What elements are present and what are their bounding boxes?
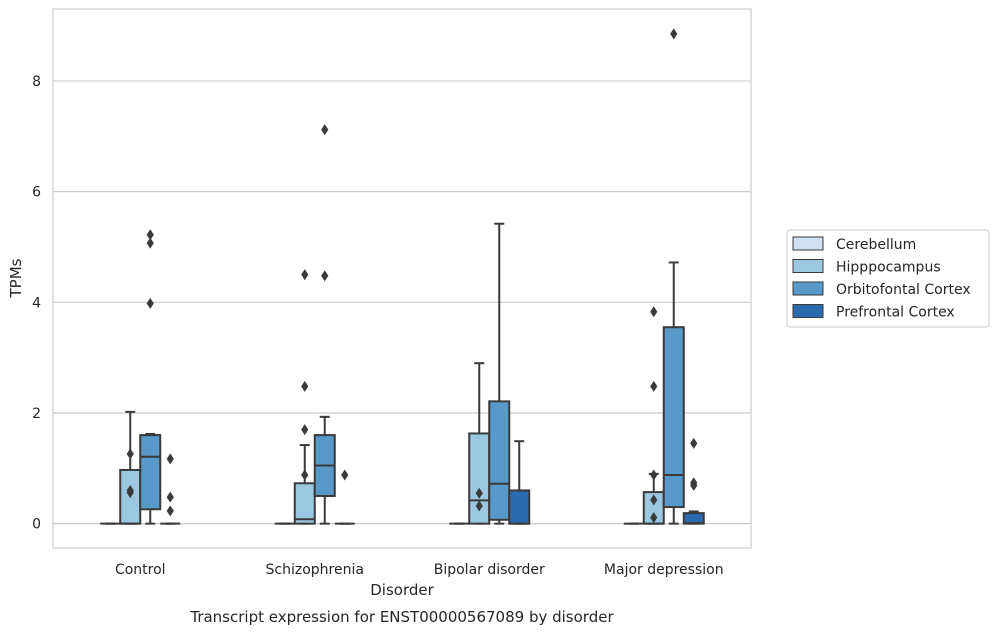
outlier-point bbox=[146, 229, 154, 241]
legend-label: Prefrontal Cortex bbox=[836, 305, 955, 321]
outlier-point bbox=[475, 487, 483, 499]
box-group bbox=[139, 229, 162, 525]
legend-swatch bbox=[792, 304, 824, 318]
outlier-point bbox=[166, 505, 174, 517]
outlier-point bbox=[341, 469, 349, 481]
outlier-point bbox=[650, 494, 658, 506]
box-group bbox=[119, 410, 142, 525]
box-group bbox=[662, 28, 685, 525]
legend-swatch bbox=[792, 281, 824, 296]
box-group bbox=[642, 306, 665, 525]
box-group bbox=[468, 362, 491, 525]
outlier-point bbox=[166, 453, 174, 465]
plot-frame bbox=[52, 8, 752, 549]
legend-frame bbox=[786, 229, 990, 328]
y-tick-label: 2 bbox=[32, 406, 41, 422]
y-axis-label: TPMs bbox=[7, 258, 25, 298]
box-iqr bbox=[139, 434, 162, 511]
box-group bbox=[488, 222, 511, 525]
y-tick-label: 6 bbox=[32, 185, 41, 201]
box-iqr bbox=[662, 326, 685, 509]
x-tick-label: Major depression bbox=[604, 562, 724, 578]
outlier-point bbox=[126, 448, 134, 460]
legend-item: Hipppocampus bbox=[792, 259, 941, 276]
legend-swatch bbox=[792, 236, 824, 251]
outlier-point bbox=[301, 424, 309, 436]
outlier-point bbox=[650, 380, 658, 392]
outlier-point bbox=[321, 270, 329, 282]
legend-label: Hipppocampus bbox=[836, 260, 941, 276]
outlier-point bbox=[126, 487, 134, 499]
legend-label: Cerebellum bbox=[836, 237, 916, 253]
outlier-point bbox=[690, 437, 698, 449]
box-iqr bbox=[488, 400, 511, 521]
outlier-point bbox=[690, 479, 698, 491]
legend-label: Orbitofontal Cortex bbox=[836, 282, 971, 298]
outlier-point bbox=[166, 491, 174, 503]
box-group bbox=[293, 269, 316, 525]
outlier-point bbox=[146, 237, 154, 249]
outlier-point bbox=[146, 297, 154, 309]
outlier-point bbox=[301, 380, 309, 392]
outlier-point bbox=[650, 512, 658, 524]
x-tick-label: Control bbox=[115, 562, 166, 578]
box-iqr bbox=[293, 482, 316, 525]
box-iqr bbox=[682, 512, 705, 525]
y-tick-label: 8 bbox=[32, 74, 41, 90]
legend-swatch bbox=[792, 259, 824, 273]
x-tick-label: Schizophrenia bbox=[266, 562, 364, 578]
outlier-point bbox=[321, 124, 329, 136]
legend-item: Prefrontal Cortex bbox=[792, 304, 955, 321]
outlier-point bbox=[301, 269, 309, 281]
box-group bbox=[160, 453, 181, 525]
outlier-point bbox=[475, 500, 483, 512]
y-tick-label: 4 bbox=[32, 295, 41, 311]
outlier-point bbox=[670, 28, 678, 40]
y-tick-label: 0 bbox=[32, 517, 41, 533]
box-group bbox=[682, 437, 705, 525]
legend: Cerebellum Hipppocampus Orbitofontal Corte… bbox=[786, 229, 990, 328]
x-tick-label: Bipolar disorder bbox=[434, 562, 545, 578]
outlier-point bbox=[301, 469, 309, 481]
x-axis-label: Disorder bbox=[370, 581, 434, 599]
legend-item: Cerebellum bbox=[792, 236, 916, 253]
outlier-point bbox=[650, 306, 658, 318]
box-iqr bbox=[508, 489, 531, 525]
chart-caption: Transcript expression for ENST0000056708… bbox=[189, 608, 614, 626]
box-group bbox=[334, 469, 355, 525]
box-group bbox=[313, 124, 336, 525]
box-group bbox=[508, 440, 531, 525]
legend-item: Orbitofontal Cortex bbox=[792, 281, 971, 298]
outlier-point bbox=[650, 469, 658, 481]
